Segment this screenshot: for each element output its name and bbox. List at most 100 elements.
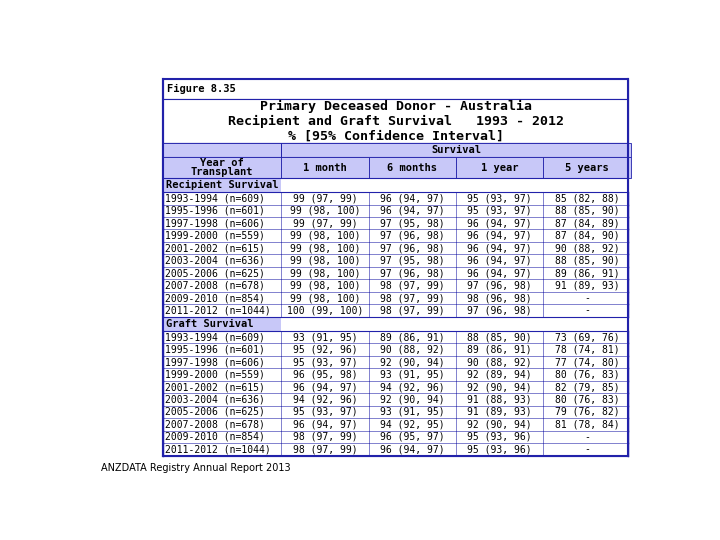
Text: 90 (88, 92): 90 (88, 92) <box>380 345 445 355</box>
Text: 95 (93, 97): 95 (93, 97) <box>293 357 357 367</box>
FancyBboxPatch shape <box>163 305 629 317</box>
FancyBboxPatch shape <box>163 157 629 178</box>
Text: Primary Deceased Donor - Australia: Primary Deceased Donor - Australia <box>259 100 531 113</box>
Text: 6 months: 6 months <box>387 163 437 172</box>
FancyBboxPatch shape <box>163 230 629 242</box>
FancyBboxPatch shape <box>163 406 629 419</box>
FancyBboxPatch shape <box>163 431 629 443</box>
Text: ANZDATA Registry Annual Report 2013: ANZDATA Registry Annual Report 2013 <box>101 463 291 473</box>
FancyBboxPatch shape <box>163 343 629 356</box>
Text: 95 (93, 97): 95 (93, 97) <box>467 193 532 203</box>
Text: 78 (74, 81): 78 (74, 81) <box>555 345 619 355</box>
Text: 2003-2004 (n=636): 2003-2004 (n=636) <box>166 395 265 404</box>
Text: 89 (86, 91): 89 (86, 91) <box>380 332 445 342</box>
Text: 94 (92, 95): 94 (92, 95) <box>380 420 445 429</box>
FancyBboxPatch shape <box>163 143 282 157</box>
Text: 97 (96, 98): 97 (96, 98) <box>380 268 445 278</box>
FancyBboxPatch shape <box>163 79 629 99</box>
Text: 99 (98, 100): 99 (98, 100) <box>289 255 360 266</box>
Text: 92 (89, 94): 92 (89, 94) <box>467 369 532 380</box>
Text: 96 (95, 97): 96 (95, 97) <box>380 432 445 442</box>
Text: 99 (97, 99): 99 (97, 99) <box>293 218 357 228</box>
Text: 98 (96, 98): 98 (96, 98) <box>467 293 532 303</box>
Text: 93 (91, 95): 93 (91, 95) <box>380 369 445 380</box>
FancyBboxPatch shape <box>544 157 631 178</box>
Text: 95 (93, 97): 95 (93, 97) <box>467 206 532 216</box>
Text: 1999-2000 (n=559): 1999-2000 (n=559) <box>166 231 265 241</box>
Text: 81 (78, 84): 81 (78, 84) <box>555 420 619 429</box>
Text: 97 (96, 98): 97 (96, 98) <box>380 231 445 241</box>
FancyBboxPatch shape <box>163 331 629 343</box>
FancyBboxPatch shape <box>163 242 629 254</box>
Text: 1993-1994 (n=609): 1993-1994 (n=609) <box>166 332 265 342</box>
Text: 98 (97, 99): 98 (97, 99) <box>380 293 445 303</box>
Text: 97 (96, 98): 97 (96, 98) <box>467 281 532 291</box>
Text: 2005-2006 (n=625): 2005-2006 (n=625) <box>166 407 265 417</box>
FancyBboxPatch shape <box>163 381 629 393</box>
Text: 97 (95, 98): 97 (95, 98) <box>380 255 445 266</box>
Text: 2001-2002 (n=615): 2001-2002 (n=615) <box>166 243 265 253</box>
Text: 99 (98, 100): 99 (98, 100) <box>289 231 360 241</box>
Text: 92 (90, 94): 92 (90, 94) <box>467 420 532 429</box>
Text: 85 (82, 88): 85 (82, 88) <box>555 193 619 203</box>
FancyBboxPatch shape <box>163 157 282 178</box>
Text: -: - <box>584 444 590 455</box>
Text: 97 (96, 98): 97 (96, 98) <box>380 243 445 253</box>
Text: 99 (98, 100): 99 (98, 100) <box>289 243 360 253</box>
Text: 98 (97, 99): 98 (97, 99) <box>293 432 357 442</box>
Text: Year of: Year of <box>200 158 244 168</box>
FancyBboxPatch shape <box>163 99 629 143</box>
Text: 91 (89, 93): 91 (89, 93) <box>467 407 532 417</box>
Text: 95 (93, 97): 95 (93, 97) <box>293 407 357 417</box>
Text: 1993-1994 (n=609): 1993-1994 (n=609) <box>166 193 265 203</box>
Text: Survival: Survival <box>431 145 481 155</box>
Text: 2007-2008 (n=678): 2007-2008 (n=678) <box>166 420 265 429</box>
Text: 98 (97, 99): 98 (97, 99) <box>380 281 445 291</box>
Text: 95 (93, 96): 95 (93, 96) <box>467 444 532 455</box>
Text: -: - <box>584 432 590 442</box>
Text: % [95% Confidence Interval]: % [95% Confidence Interval] <box>287 129 503 142</box>
Text: 87 (84, 89): 87 (84, 89) <box>555 218 619 228</box>
FancyBboxPatch shape <box>163 254 629 267</box>
Text: 2001-2002 (n=615): 2001-2002 (n=615) <box>166 382 265 392</box>
Text: 88 (85, 90): 88 (85, 90) <box>555 206 619 216</box>
Text: 89 (86, 91): 89 (86, 91) <box>555 268 619 278</box>
Text: 1999-2000 (n=559): 1999-2000 (n=559) <box>166 369 265 380</box>
FancyBboxPatch shape <box>163 356 629 368</box>
Text: Recipient and Graft Survival   1993 - 2012: Recipient and Graft Survival 1993 - 2012 <box>228 114 564 127</box>
Text: 88 (85, 90): 88 (85, 90) <box>555 255 619 266</box>
FancyBboxPatch shape <box>163 267 629 279</box>
FancyBboxPatch shape <box>163 292 629 305</box>
FancyBboxPatch shape <box>456 157 544 178</box>
Text: 95 (92, 96): 95 (92, 96) <box>293 345 357 355</box>
Text: 80 (76, 83): 80 (76, 83) <box>555 395 619 404</box>
Text: 2003-2004 (n=636): 2003-2004 (n=636) <box>166 255 265 266</box>
Text: 2007-2008 (n=678): 2007-2008 (n=678) <box>166 281 265 291</box>
FancyBboxPatch shape <box>163 192 629 205</box>
FancyBboxPatch shape <box>163 393 629 406</box>
Text: 82 (79, 85): 82 (79, 85) <box>555 382 619 392</box>
Text: 96 (94, 97): 96 (94, 97) <box>467 231 532 241</box>
Text: 2011-2012 (n=1044): 2011-2012 (n=1044) <box>166 306 271 315</box>
Text: 96 (94, 97): 96 (94, 97) <box>467 218 532 228</box>
Text: 73 (69, 76): 73 (69, 76) <box>555 332 619 342</box>
Text: 96 (94, 97): 96 (94, 97) <box>467 243 532 253</box>
FancyBboxPatch shape <box>163 317 282 331</box>
Text: 96 (94, 97): 96 (94, 97) <box>380 193 445 203</box>
Text: 99 (98, 100): 99 (98, 100) <box>289 293 360 303</box>
FancyBboxPatch shape <box>163 443 629 456</box>
Text: 89 (86, 91): 89 (86, 91) <box>467 345 532 355</box>
FancyBboxPatch shape <box>163 143 629 157</box>
Text: 91 (88, 93): 91 (88, 93) <box>467 395 532 404</box>
Text: 77 (74, 80): 77 (74, 80) <box>555 357 619 367</box>
FancyBboxPatch shape <box>163 418 629 431</box>
Text: 1 month: 1 month <box>303 163 347 172</box>
Text: 98 (97, 99): 98 (97, 99) <box>293 444 357 455</box>
Text: 90 (88, 92): 90 (88, 92) <box>467 357 532 367</box>
Text: 96 (95, 98): 96 (95, 98) <box>293 369 357 380</box>
Text: Transplant: Transplant <box>191 167 253 177</box>
Text: 2011-2012 (n=1044): 2011-2012 (n=1044) <box>166 444 271 455</box>
FancyBboxPatch shape <box>163 205 629 217</box>
Text: 95 (93, 96): 95 (93, 96) <box>467 432 532 442</box>
Text: 79 (76, 82): 79 (76, 82) <box>555 407 619 417</box>
